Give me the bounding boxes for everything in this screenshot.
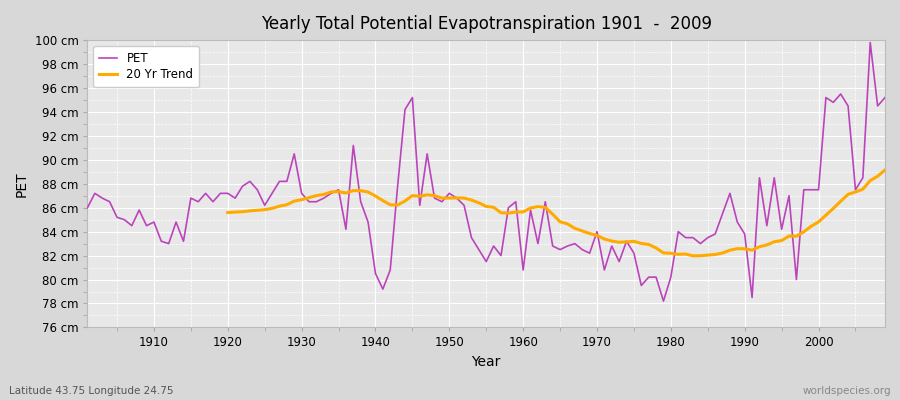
20 Yr Trend [688,254,698,258]
PET [510,199,521,204]
PET [82,205,93,210]
20 Yr Trend [791,234,802,238]
Legend: PET, 20 Yr Trend: PET, 20 Yr Trend [94,46,199,87]
20 Yr Trend [680,252,691,256]
PET [303,199,314,204]
Text: worldspecies.org: worldspecies.org [803,386,891,396]
20 Yr Trend [222,210,233,215]
20 Yr Trend [311,193,322,198]
PET [658,299,669,304]
20 Yr Trend [879,168,890,172]
20 Yr Trend [422,192,433,197]
20 Yr Trend [776,238,787,243]
20 Yr Trend [858,187,868,192]
X-axis label: Year: Year [472,355,501,369]
PET [879,95,890,100]
Text: Latitude 43.75 Longitude 24.75: Latitude 43.75 Longitude 24.75 [9,386,174,396]
Line: 20 Yr Trend: 20 Yr Trend [228,170,885,256]
Title: Yearly Total Potential Evapotranspiration 1901  -  2009: Yearly Total Potential Evapotranspiratio… [261,15,712,33]
PET [865,40,876,45]
PET [607,244,617,248]
PET [141,223,152,228]
Line: PET: PET [87,42,885,301]
PET [518,268,528,272]
PET [348,143,359,148]
Y-axis label: PET: PET [15,171,29,196]
